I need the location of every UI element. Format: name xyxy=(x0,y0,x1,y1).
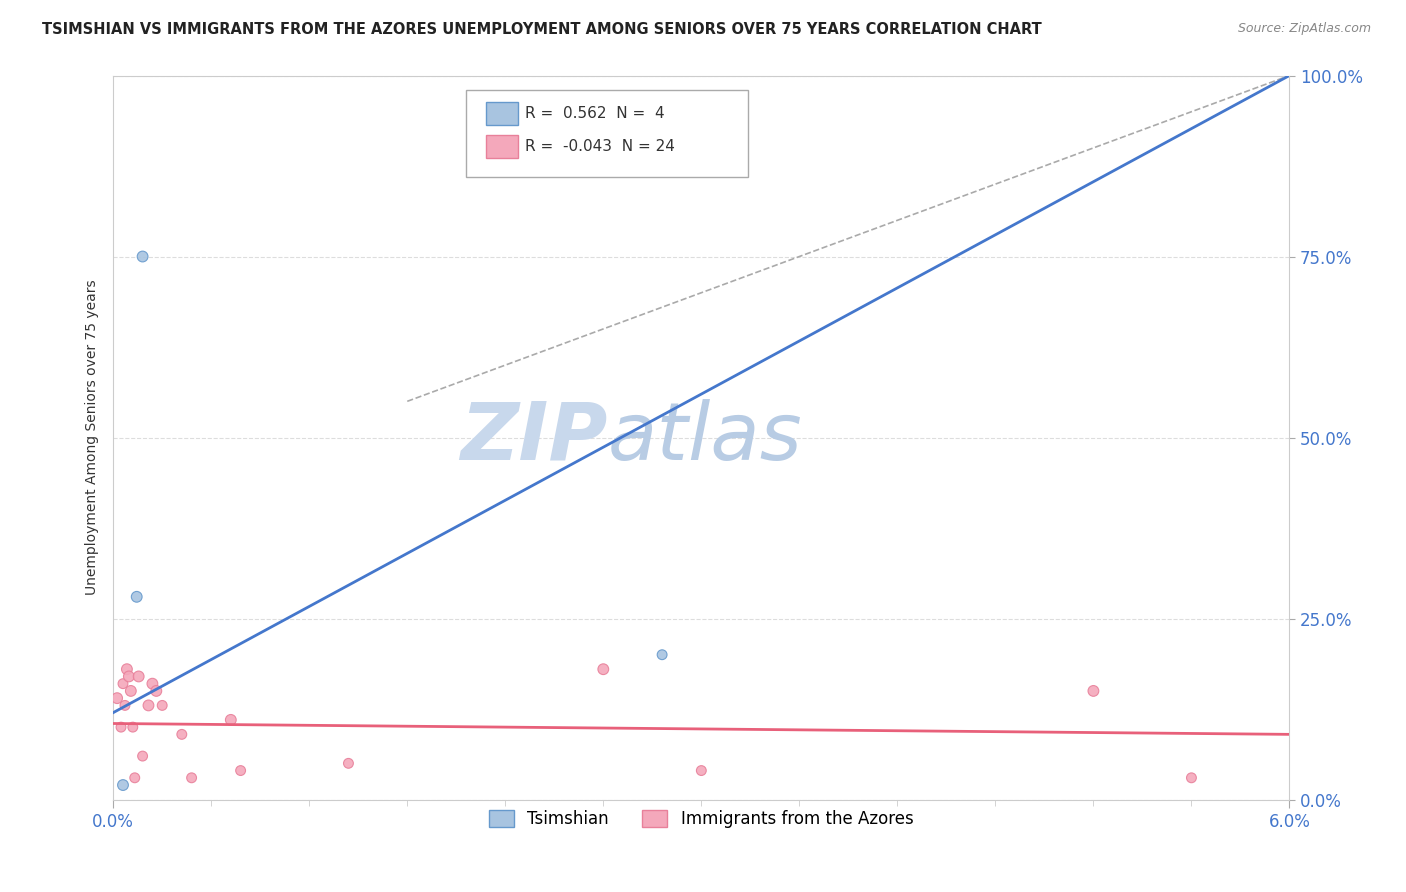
Text: R =  -0.043  N = 24: R = -0.043 N = 24 xyxy=(524,139,675,154)
Point xyxy=(118,669,141,683)
FancyBboxPatch shape xyxy=(486,103,517,126)
FancyBboxPatch shape xyxy=(486,135,517,158)
Point xyxy=(170,727,193,741)
Text: Source: ZipAtlas.com: Source: ZipAtlas.com xyxy=(1237,22,1371,36)
Point xyxy=(138,698,160,713)
Point xyxy=(131,749,153,764)
Text: ZIP: ZIP xyxy=(460,399,607,476)
Point xyxy=(105,691,128,706)
FancyBboxPatch shape xyxy=(465,90,748,177)
Text: atlas: atlas xyxy=(607,399,801,476)
Point xyxy=(145,684,167,698)
Point xyxy=(229,764,252,778)
Text: TSIMSHIAN VS IMMIGRANTS FROM THE AZORES UNEMPLOYMENT AMONG SENIORS OVER 75 YEARS: TSIMSHIAN VS IMMIGRANTS FROM THE AZORES … xyxy=(42,22,1042,37)
Y-axis label: Unemployment Among Seniors over 75 years: Unemployment Among Seniors over 75 years xyxy=(86,280,100,595)
Point xyxy=(125,590,148,604)
Point xyxy=(115,662,138,676)
Point xyxy=(690,764,713,778)
Point xyxy=(592,662,614,676)
Point xyxy=(219,713,242,727)
Point xyxy=(180,771,202,785)
Point xyxy=(131,250,153,264)
Point xyxy=(337,756,360,771)
Point xyxy=(114,698,136,713)
Point xyxy=(651,648,673,662)
Point xyxy=(120,684,142,698)
Point xyxy=(150,698,173,713)
Legend: Tsimshian, Immigrants from the Azores: Tsimshian, Immigrants from the Azores xyxy=(482,803,920,835)
Point xyxy=(110,720,132,734)
Point xyxy=(141,676,163,690)
Point xyxy=(124,771,146,785)
Point xyxy=(1180,771,1202,785)
Point xyxy=(128,669,150,683)
Point xyxy=(1083,684,1105,698)
Point xyxy=(111,778,134,792)
Point xyxy=(111,676,134,690)
Text: R =  0.562  N =  4: R = 0.562 N = 4 xyxy=(524,106,665,121)
Point xyxy=(121,720,143,734)
